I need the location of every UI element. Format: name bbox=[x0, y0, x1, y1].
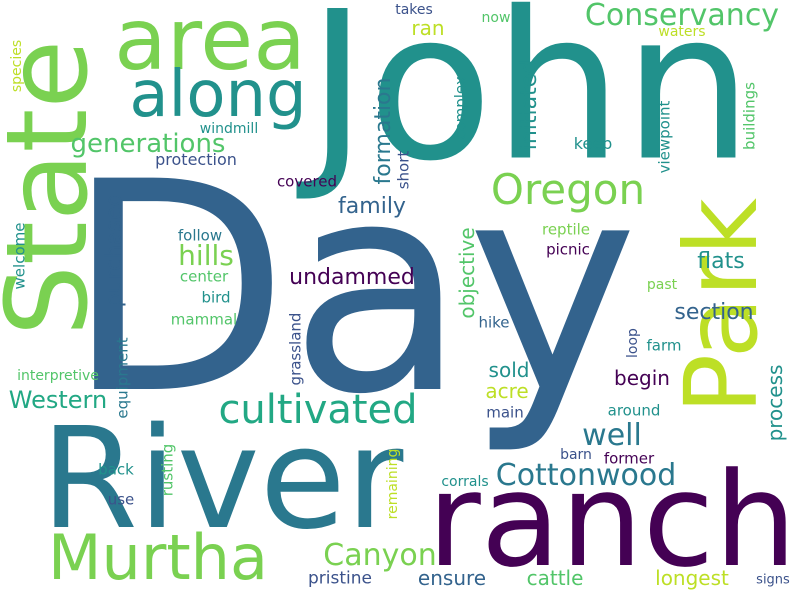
word-use: use bbox=[107, 490, 135, 509]
word-murtha: Murtha bbox=[48, 521, 268, 594]
word-canyon: Canyon bbox=[323, 538, 437, 573]
word-sold: sold bbox=[488, 358, 530, 382]
word-well: well bbox=[582, 418, 642, 453]
word-short: short bbox=[394, 150, 413, 190]
word-around: around bbox=[607, 401, 661, 420]
word-family: family bbox=[338, 194, 406, 219]
word-covered: covered bbox=[276, 172, 338, 191]
word-cultivated: cultivated bbox=[218, 387, 418, 433]
word-ranch: ranch bbox=[427, 444, 797, 596]
word-day: Day bbox=[65, 121, 639, 458]
word-hike: hike bbox=[478, 313, 510, 332]
word-purchased: purchased bbox=[102, 192, 127, 308]
word-windmill: windmill bbox=[199, 121, 259, 137]
word-ran: ran bbox=[411, 16, 445, 40]
word-signs: signs bbox=[756, 572, 790, 588]
word-past: past bbox=[646, 277, 678, 293]
word-acre: acre bbox=[485, 379, 529, 403]
word-keep: keep bbox=[573, 134, 613, 153]
word-protection: protection bbox=[155, 150, 237, 169]
word-initiated: initiated bbox=[517, 59, 542, 151]
word-cottonwood: Cottonwood bbox=[495, 458, 677, 493]
word-area: area bbox=[114, 0, 306, 90]
word-buildings: buildings bbox=[740, 82, 759, 150]
word-hills: hills bbox=[178, 239, 234, 272]
word-takes: takes bbox=[395, 2, 433, 18]
word-oregon: Oregon bbox=[490, 165, 646, 214]
word-john: John bbox=[307, 0, 753, 207]
word-barn: barn bbox=[560, 447, 592, 463]
word-remaining: remaining bbox=[385, 448, 401, 520]
word-begin: begin bbox=[614, 366, 670, 390]
word-bird: bird bbox=[201, 288, 231, 307]
word-former: former bbox=[603, 449, 655, 468]
word-process: process bbox=[763, 364, 787, 442]
word-now: now bbox=[481, 10, 511, 26]
word-main: main bbox=[486, 403, 524, 422]
word-corrals: corrals bbox=[441, 474, 489, 490]
word-rusting: rusting bbox=[158, 443, 177, 497]
word-follow: follow bbox=[177, 226, 223, 245]
word-picnic: picnic bbox=[546, 240, 590, 259]
word-grassland: grassland bbox=[286, 312, 305, 386]
word-center: center bbox=[179, 267, 229, 286]
word-along: along bbox=[129, 58, 307, 132]
word-river: River bbox=[40, 398, 404, 561]
word-flats: flats bbox=[697, 249, 745, 274]
word-reptile: reptile bbox=[541, 220, 591, 239]
word-complex: complex bbox=[451, 76, 470, 140]
word-mammal: mammal bbox=[170, 310, 238, 329]
word-longest: longest bbox=[655, 566, 729, 590]
word-section: section bbox=[674, 300, 754, 325]
word-loop: loop bbox=[625, 328, 641, 358]
word-interpretive: interpretive bbox=[17, 368, 99, 384]
word-back: back bbox=[98, 460, 134, 479]
word-cattle: cattle bbox=[526, 566, 584, 590]
word-formation: formation bbox=[371, 77, 396, 185]
word-conservancy: Conservancy bbox=[584, 0, 780, 33]
word-equipment: equipment bbox=[113, 337, 132, 419]
word-viewpoint: viewpoint bbox=[655, 100, 674, 174]
word-farm: farm bbox=[646, 336, 682, 355]
word-waters: waters bbox=[658, 24, 706, 40]
word-ensure: ensure bbox=[417, 566, 487, 590]
word-western: Western bbox=[8, 386, 108, 414]
word-pristine: pristine bbox=[308, 568, 372, 589]
word-species: species bbox=[9, 39, 25, 93]
word-welcome: welcome bbox=[10, 222, 29, 290]
word-objective: objective bbox=[455, 227, 479, 319]
word-generations: generations bbox=[70, 129, 226, 159]
word-undammed: undammed bbox=[289, 265, 415, 290]
